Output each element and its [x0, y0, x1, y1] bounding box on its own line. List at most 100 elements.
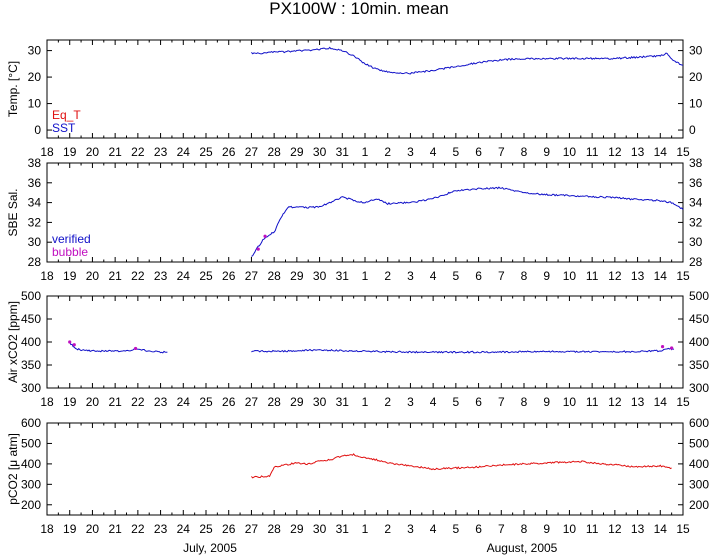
y-axis-label: SBE Sal.	[6, 188, 20, 236]
y-tick-label-right: 20	[689, 70, 703, 84]
x-tick-label: 28	[267, 522, 281, 536]
x-tick-label: 19	[63, 522, 77, 536]
x-tick-label: 7	[498, 145, 505, 159]
y-tick-label-right: 400	[689, 335, 709, 349]
y-tick-label: 400	[21, 335, 41, 349]
x-tick-label: 13	[631, 145, 645, 159]
x-tick-label: 6	[475, 145, 482, 159]
x-tick-label: 1	[362, 269, 369, 283]
x-tick-label: 20	[86, 522, 100, 536]
panel-frame	[46, 295, 684, 389]
x-tick-label: 29	[290, 269, 304, 283]
x-tick-label: 15	[676, 395, 690, 409]
y-tick-label-right: 36	[689, 176, 703, 190]
x-tick-label: 25	[199, 269, 213, 283]
chart-title: PX100W : 10min. mean	[269, 0, 449, 18]
x-tick-label: 6	[475, 395, 482, 409]
y-tick-label-right: 200	[689, 498, 709, 512]
x-tick-label: 24	[177, 269, 191, 283]
legend-entry: SST	[52, 121, 76, 135]
y-tick-label: 38	[28, 156, 42, 170]
x-tick-label: 4	[430, 145, 437, 159]
x-tick-label: 20	[86, 395, 100, 409]
x-tick-label: 21	[108, 395, 122, 409]
y-axis-label: Air xCO2 [ppm]	[6, 301, 20, 383]
x-tick-label: 23	[154, 522, 168, 536]
x-tick-label: 8	[521, 269, 528, 283]
x-tick-label: 3	[407, 522, 414, 536]
x-tick-label: 24	[177, 145, 191, 159]
x-tick-label: 5	[453, 145, 460, 159]
y-tick-label: 400	[21, 457, 41, 471]
x-tick-label: 24	[177, 522, 191, 536]
x-tick-label: 26	[222, 269, 236, 283]
x-tick-label: 24	[177, 395, 191, 409]
x-tick-label: 12	[608, 269, 622, 283]
series-line-segment-1	[69, 341, 168, 354]
x-tick-label: 2	[384, 269, 391, 283]
bubble-point	[670, 346, 674, 350]
y-tick-label-right: 600	[689, 416, 709, 430]
y-tick-label-right: 30	[689, 44, 703, 58]
panel-frame	[46, 39, 684, 139]
x-tick-label: 26	[222, 395, 236, 409]
x-tick-label: 9	[543, 145, 550, 159]
x-tick-label: 11	[586, 395, 599, 409]
x-tick-label: 30	[313, 269, 327, 283]
x-tick-label: 27	[245, 269, 259, 283]
x-tick-label: 28	[267, 395, 281, 409]
x-tick-label: 4	[430, 395, 437, 409]
x-tick-label: 11	[586, 145, 599, 159]
x-tick-label: 10	[563, 395, 577, 409]
x-tick-label: 22	[131, 269, 145, 283]
month-label-august: August, 2005	[487, 541, 558, 555]
bubble-point	[133, 346, 138, 351]
x-tick-label: 15	[676, 522, 690, 536]
y-tick-label: 500	[21, 289, 41, 303]
x-tick-label: 22	[131, 145, 145, 159]
y-tick-label-right: 28	[689, 255, 703, 269]
y-tick-label: 300	[21, 477, 41, 491]
x-tick-label: 2	[384, 145, 391, 159]
y-axis-label: Temp. [°C]	[6, 61, 20, 117]
bubble-point	[68, 340, 72, 344]
x-tick-label: 22	[131, 522, 145, 536]
x-tick-label: 18	[40, 522, 54, 536]
x-tick-label: 5	[453, 522, 460, 536]
x-tick-label: 28	[267, 269, 281, 283]
x-tick-label: 21	[108, 269, 122, 283]
x-tick-label: 7	[498, 395, 505, 409]
y-tick-label-right: 350	[689, 358, 709, 372]
y-tick-label-right: 10	[689, 97, 703, 111]
x-tick-label: 15	[676, 145, 690, 159]
y-tick-label: 32	[28, 215, 42, 229]
bubble-point	[660, 345, 665, 349]
x-tick-label: 29	[290, 145, 304, 159]
x-tick-label: 7	[498, 269, 505, 283]
x-tick-label: 15	[676, 269, 690, 283]
y-tick-label: 34	[28, 196, 42, 210]
x-tick-label: 28	[267, 145, 281, 159]
x-tick-label: 29	[290, 522, 304, 536]
y-tick-label-right: 38	[689, 156, 703, 170]
y-tick-label: 30	[28, 235, 42, 249]
x-tick-label: 18	[40, 395, 54, 409]
panel-frame	[46, 422, 684, 516]
x-tick-label: 20	[86, 145, 100, 159]
y-tick-label-right: 500	[689, 436, 709, 450]
x-tick-label: 8	[521, 395, 528, 409]
x-tick-label: 18	[40, 269, 54, 283]
month-label-july: July, 2005	[183, 541, 237, 555]
x-tick-label: 21	[108, 145, 122, 159]
x-tick-label: 10	[563, 269, 577, 283]
x-tick-label: 27	[245, 522, 259, 536]
x-tick-label: 11	[586, 522, 599, 536]
x-tick-label: 30	[313, 395, 327, 409]
series-line-segment-2	[251, 347, 675, 354]
x-tick-label: 1	[362, 522, 369, 536]
x-tick-label: 11	[586, 269, 599, 283]
y-axis-label: pCO2 [μ atm]	[6, 433, 20, 505]
x-tick-label: 26	[222, 145, 236, 159]
x-tick-label: 13	[631, 269, 645, 283]
